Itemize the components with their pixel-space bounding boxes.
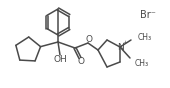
- Text: OH: OH: [53, 54, 67, 64]
- Text: CH₃: CH₃: [138, 32, 152, 42]
- Text: Br⁻: Br⁻: [140, 10, 156, 20]
- Text: O: O: [78, 57, 84, 67]
- Text: N: N: [117, 43, 123, 51]
- Text: CH₃: CH₃: [135, 59, 149, 67]
- Text: O: O: [86, 35, 92, 45]
- Text: +: +: [122, 40, 127, 45]
